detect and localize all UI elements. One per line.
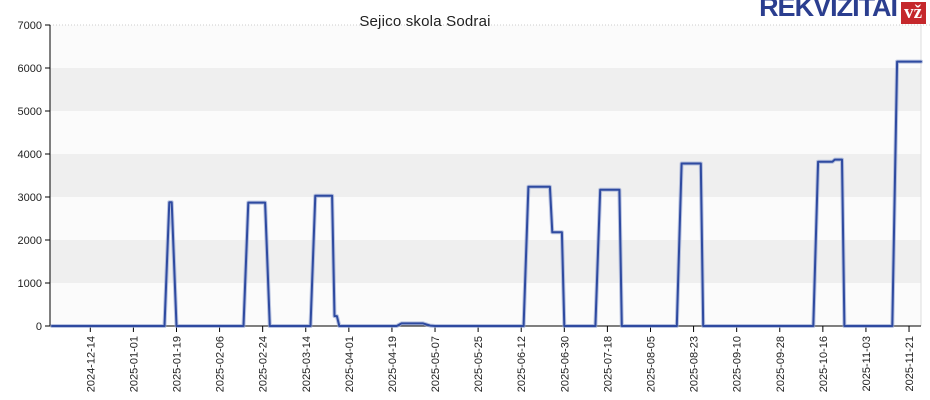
x-tick-label: 2025-09-28 xyxy=(775,336,787,392)
x-tick-label: 2025-04-01 xyxy=(344,336,356,392)
y-tick-label: 1000 xyxy=(18,278,42,290)
shaded-band xyxy=(50,240,921,283)
x-tick-label: 2025-07-18 xyxy=(602,336,614,392)
rekvizitai-logo[interactable]: REKVIZITAI vž xyxy=(759,0,926,24)
x-tick-label: 2025-11-03 xyxy=(861,336,873,391)
rekvizitai-logo-text: REKVIZITAI xyxy=(759,0,898,22)
x-tick-label: 2025-06-30 xyxy=(559,336,571,392)
x-tick-label: 2025-02-06 xyxy=(215,336,227,392)
shaded-band xyxy=(50,154,921,197)
x-tick-label: 2025-01-01 xyxy=(128,336,140,392)
y-tick-label: 3000 xyxy=(18,192,42,204)
y-tick-label: 7000 xyxy=(18,20,42,32)
y-tick-label: 4000 xyxy=(18,149,42,161)
x-tick-label: 2025-06-12 xyxy=(516,336,528,392)
x-tick-label: 2025-05-07 xyxy=(430,336,442,392)
y-tick-label: 6000 xyxy=(18,63,42,75)
x-tick-label: 2025-01-19 xyxy=(171,336,183,392)
x-tick-label: 2025-04-19 xyxy=(387,336,399,392)
y-tick-label: 0 xyxy=(36,321,42,333)
shaded-band xyxy=(50,68,921,111)
x-tick-label: 2025-09-10 xyxy=(732,336,744,392)
y-tick-label: 2000 xyxy=(18,235,42,247)
x-tick-label: 2024-12-14 xyxy=(85,336,97,392)
series-line xyxy=(51,60,922,327)
x-tick-label: 2025-03-14 xyxy=(301,336,313,392)
x-tick-label: 2025-08-05 xyxy=(645,336,657,392)
x-tick-label: 2025-10-16 xyxy=(818,336,830,392)
vz-logo-badge: vž xyxy=(901,2,926,24)
x-tick-label: 2025-08-23 xyxy=(689,336,701,392)
y-tick-label: 5000 xyxy=(18,106,42,118)
x-tick-label: 2025-02-24 xyxy=(258,336,270,392)
x-tick-label: 2025-11-21 xyxy=(904,336,916,391)
x-tick-label: 2025-05-25 xyxy=(473,336,485,392)
chart-title: Sejico skola Sodrai xyxy=(359,13,491,30)
